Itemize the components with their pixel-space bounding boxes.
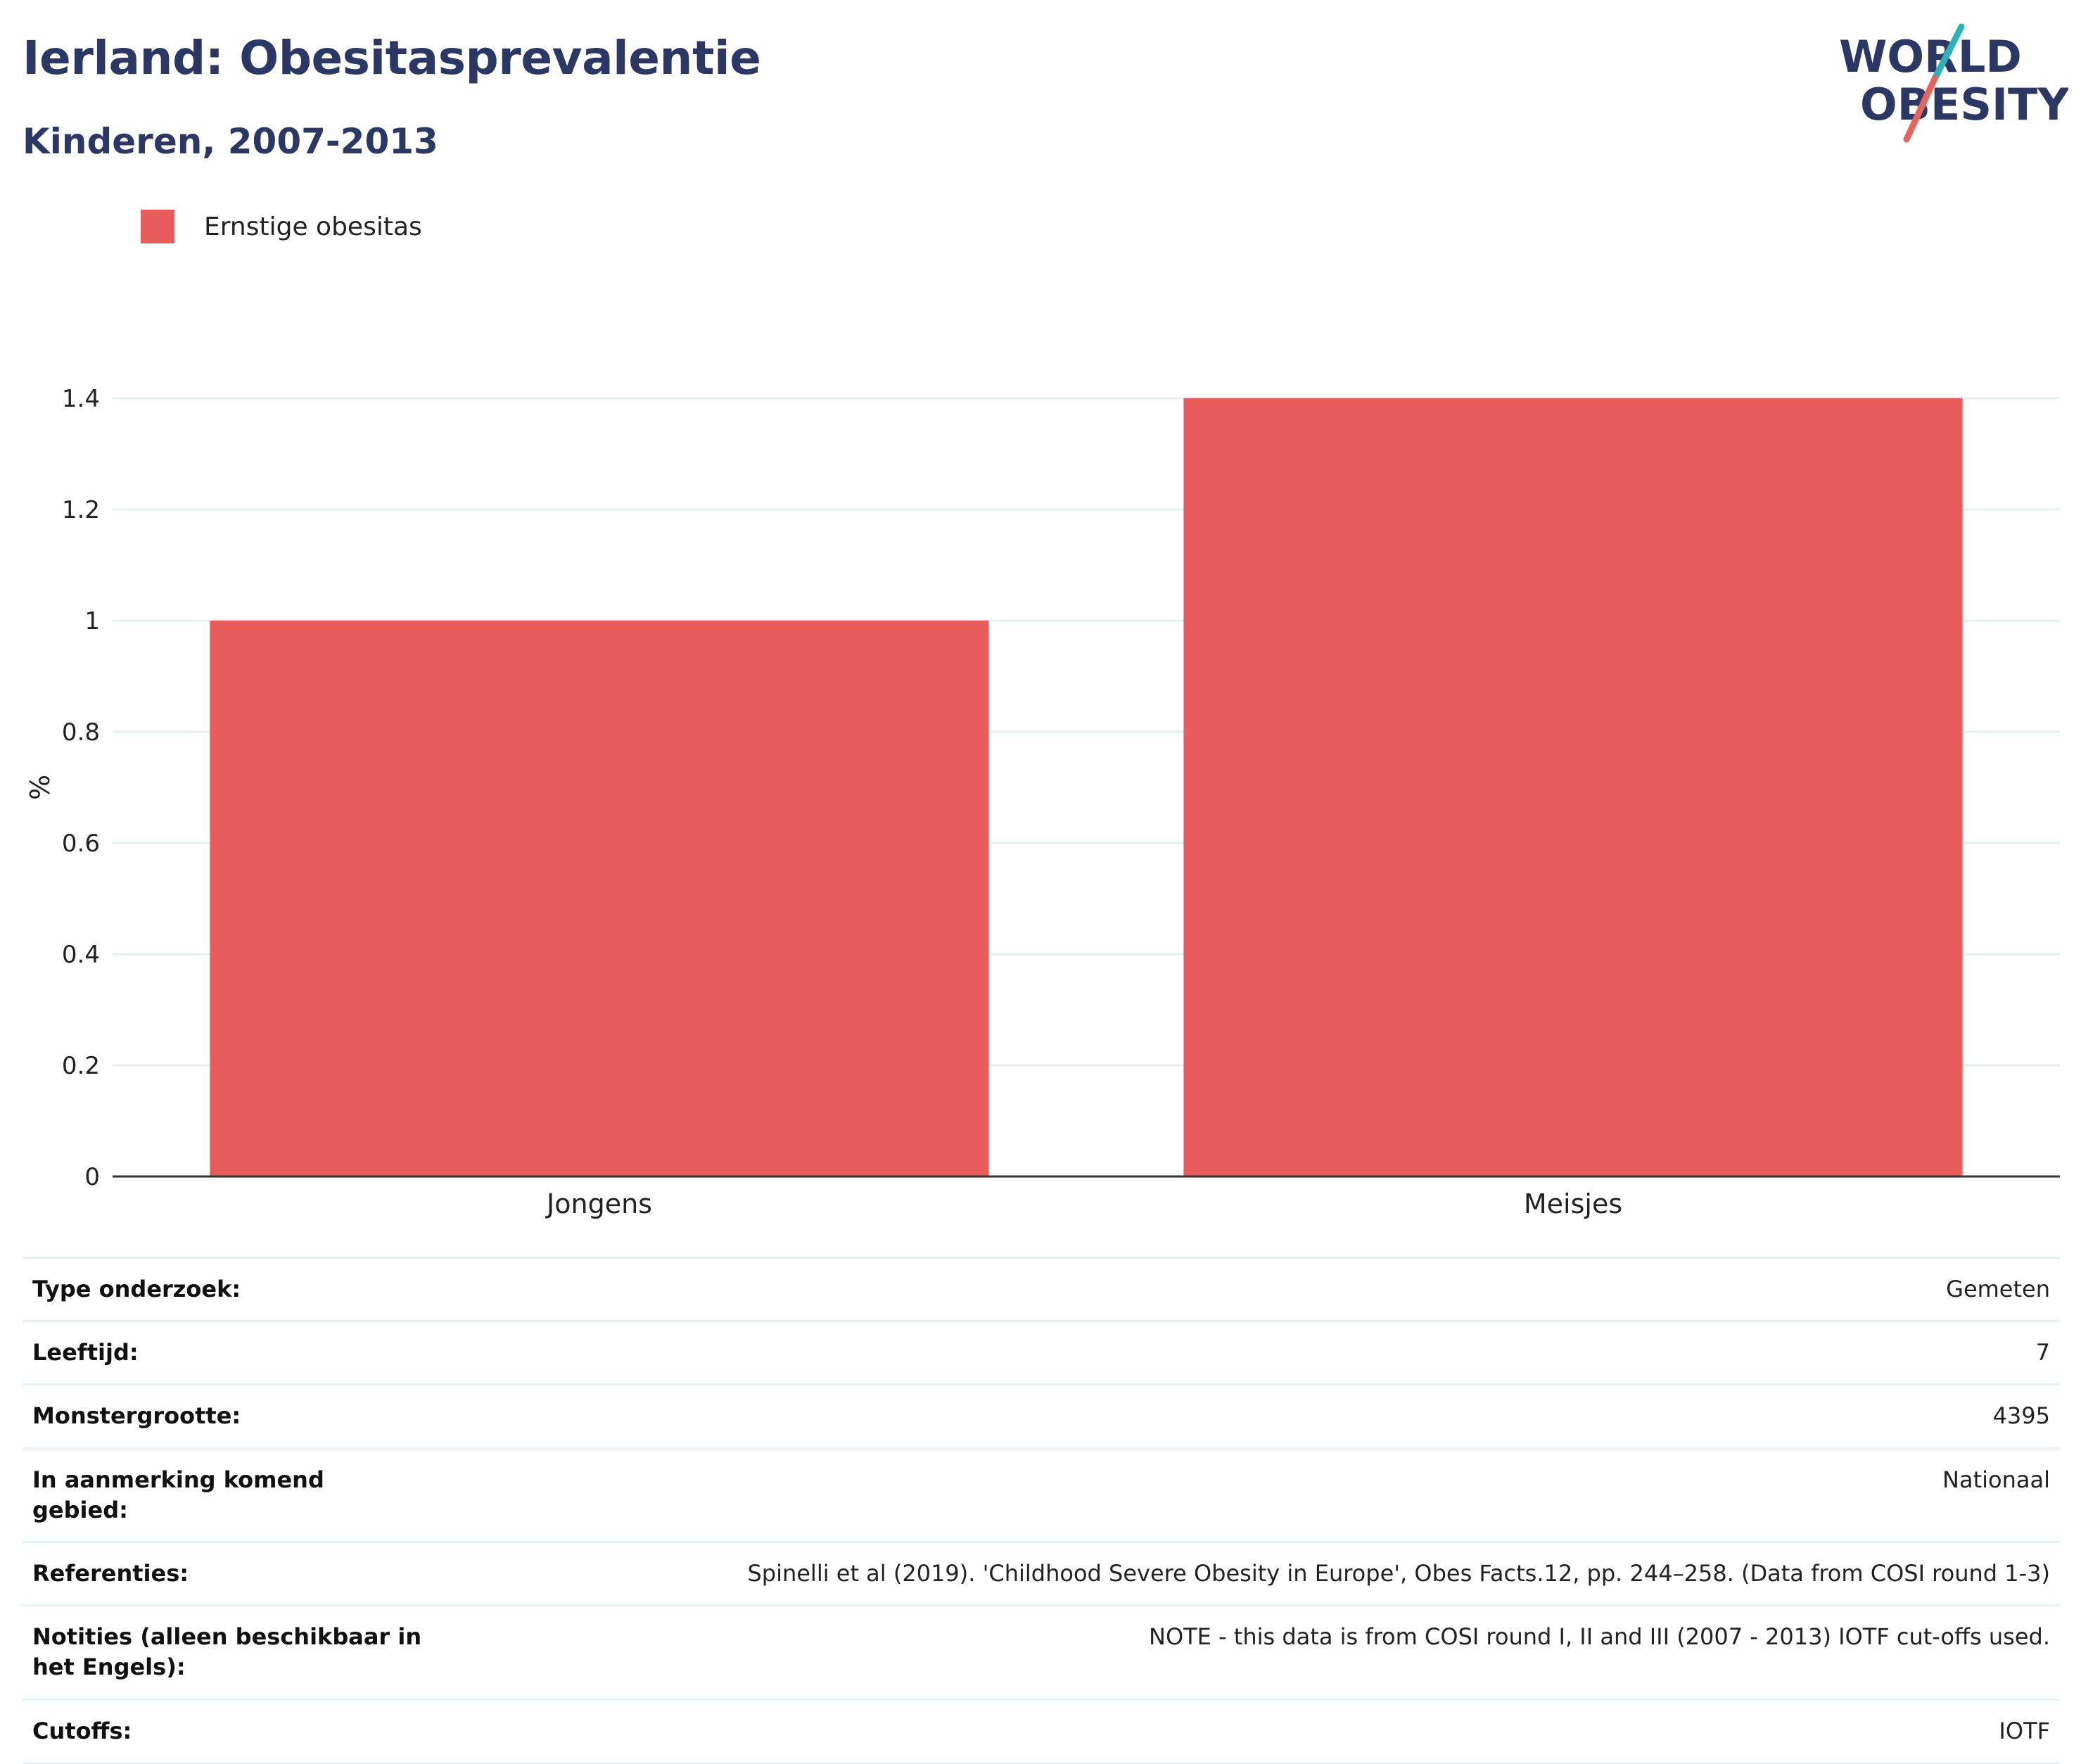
metadata-label: Type onderzoek: <box>32 1276 241 1302</box>
metadata-row: Referenties: Spinelli et al (2019). 'Chil… <box>23 1542 2060 1605</box>
world-obesity-logo: WORLD OBESITY <box>1839 23 2068 143</box>
metadata-label: Leeftijd: <box>32 1339 139 1366</box>
metadata-value: 7 <box>2035 1339 2050 1366</box>
y-tick-label: 1.2 <box>62 496 100 524</box>
metadata-table: Type onderzoek: Gemeten Leeftijd: 7 Monsterg… <box>23 1257 2060 1764</box>
chart-legend[interactable]: Ernstige obesitas <box>141 210 422 243</box>
metadata-label: Notities (alleen beschikbaar in het Enge… <box>32 1623 422 1681</box>
logo-word-obesity: OBESITY <box>1860 79 2068 130</box>
y-tick-label: 0.6 <box>62 830 100 858</box>
metadata-row: Leeftijd: 7 <box>23 1321 2060 1385</box>
y-tick-label: 0.8 <box>62 718 100 747</box>
logo-slash-coral <box>1903 75 1938 143</box>
metadata-row: Monstergrootte: 4395 <box>23 1384 2060 1448</box>
bar-meisjes[interactable] <box>1183 398 1963 1176</box>
metadata-row: Type onderzoek: Gemeten <box>23 1257 2060 1321</box>
page-subtitle: Kinderen, 2007-2013 <box>23 121 438 162</box>
y-tick-label: 1 <box>84 607 100 635</box>
legend-label: Ernstige obesitas <box>204 212 422 241</box>
y-tick-label: 0 <box>84 1163 100 1191</box>
y-tick-label: 1.4 <box>62 385 100 413</box>
metadata-value: Nationaal <box>1942 1466 2050 1493</box>
metadata-label: Referenties: <box>32 1559 189 1587</box>
metadata-value: NOTE - this data is from COSI round I, I… <box>1149 1623 2050 1651</box>
metadata-value: Spinelli et al (2019). 'Childhood Severe… <box>747 1559 2050 1587</box>
metadata-label: Monstergrootte: <box>32 1402 241 1430</box>
metadata-value: Gemeten <box>1946 1276 2050 1302</box>
y-tick-label: 0.2 <box>62 1052 100 1080</box>
bar-chart: 0 0.2 0.4 0.6 0.8 1 1.2 1.4% Jongens Meisjes <box>25 385 2060 1219</box>
metadata-row: Cutoffs: IOTF <box>23 1699 2060 1763</box>
metadata-value: 4395 <box>1992 1402 2050 1430</box>
metadata-value: IOTF <box>1999 1717 2050 1744</box>
logo-word-world: WORLD <box>1839 31 2022 82</box>
metadata-row: In aanmerking komend gebied: Nationaal <box>23 1448 2060 1542</box>
y-tick-label: 0.4 <box>62 941 100 969</box>
page-title: Ierland: Obesitasprevalentie <box>23 31 761 85</box>
y-axis-label: % <box>25 775 56 800</box>
metadata-label: In aanmerking komend gebied: <box>32 1466 324 1523</box>
x-tick-label: Meisjes <box>1524 1188 1622 1219</box>
bar-jongens[interactable] <box>210 621 989 1176</box>
metadata-row: Notities (alleen beschikbaar in het Enge… <box>23 1605 2060 1699</box>
metadata-label: Cutoffs: <box>32 1717 132 1744</box>
legend-swatch <box>141 210 174 243</box>
logo-slash-teal <box>1931 23 1965 82</box>
x-tick-label: Jongens <box>545 1188 652 1219</box>
